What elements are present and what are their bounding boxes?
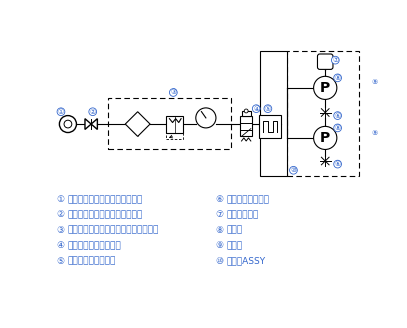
Circle shape [252,105,260,113]
Circle shape [196,108,216,128]
Polygon shape [91,119,97,130]
Text: ⑦: ⑦ [215,211,223,219]
Circle shape [64,120,72,128]
Bar [241,111,251,116]
Text: パルスジェネレータ: パルスジェネレータ [68,256,116,266]
Circle shape [244,109,248,113]
Circle shape [89,108,96,115]
Polygon shape [85,119,91,130]
Bar [260,51,287,176]
FancyBboxPatch shape [317,54,333,70]
Circle shape [264,105,272,113]
Text: ②: ② [90,109,96,115]
Text: ⑩: ⑩ [290,167,297,173]
Text: P: P [320,131,330,145]
Text: ⑨: ⑨ [372,79,378,86]
Bar [240,116,252,136]
Circle shape [57,108,65,115]
Text: ノズル: ノズル [227,241,243,250]
Text: ⑨: ⑨ [372,130,378,135]
Circle shape [371,129,379,136]
Text: P: P [320,81,330,95]
Text: エア量調整ツマミ: エア量調整ツマミ [227,195,270,204]
Text: ①: ① [56,195,64,204]
Circle shape [314,76,337,99]
Text: ⑤: ⑤ [56,256,64,266]
Text: ⑥: ⑥ [335,113,341,119]
Text: ⑤: ⑤ [265,106,271,112]
Circle shape [334,160,341,168]
Circle shape [334,124,341,132]
Text: ⑩: ⑩ [215,256,223,266]
Text: ⑧: ⑧ [335,125,341,131]
Circle shape [371,79,379,86]
Text: オイルポット: オイルポット [227,211,259,219]
Text: 電磁弁（オプション）: 電磁弁（オプション） [68,241,122,250]
Bar [166,130,184,139]
Text: ⑦: ⑦ [332,57,339,63]
Circle shape [331,56,339,64]
Circle shape [334,74,341,82]
Text: ⑧: ⑧ [215,226,223,235]
Polygon shape [125,112,150,136]
Text: ⑥: ⑥ [215,195,223,204]
Text: ⑥: ⑥ [335,161,341,167]
Text: ③: ③ [170,90,177,95]
Circle shape [169,89,177,96]
Text: ④: ④ [56,241,64,250]
Text: ④: ④ [253,106,259,112]
Text: ⑧: ⑧ [335,75,341,81]
Text: ストップバルブ（オプション）: ストップバルブ（オプション） [68,211,143,219]
Text: ポンプ: ポンプ [227,226,243,235]
Text: ポンプASSY: ポンプASSY [227,256,266,266]
Bar [166,115,184,133]
Text: エア圧力源（ユーザーサイド）: エア圧力源（ユーザーサイド） [68,195,143,204]
Text: フィルタレギュレータ（オプション）: フィルタレギュレータ（オプション） [68,226,159,235]
Text: ①: ① [58,109,64,115]
Circle shape [289,166,298,174]
Circle shape [314,126,337,150]
Text: ③: ③ [56,226,64,235]
Text: ②: ② [56,211,64,219]
Text: ⑨: ⑨ [215,241,223,250]
Bar [108,98,231,150]
Bar [259,115,281,138]
Bar [287,51,359,176]
Circle shape [59,115,77,133]
Circle shape [334,112,341,119]
